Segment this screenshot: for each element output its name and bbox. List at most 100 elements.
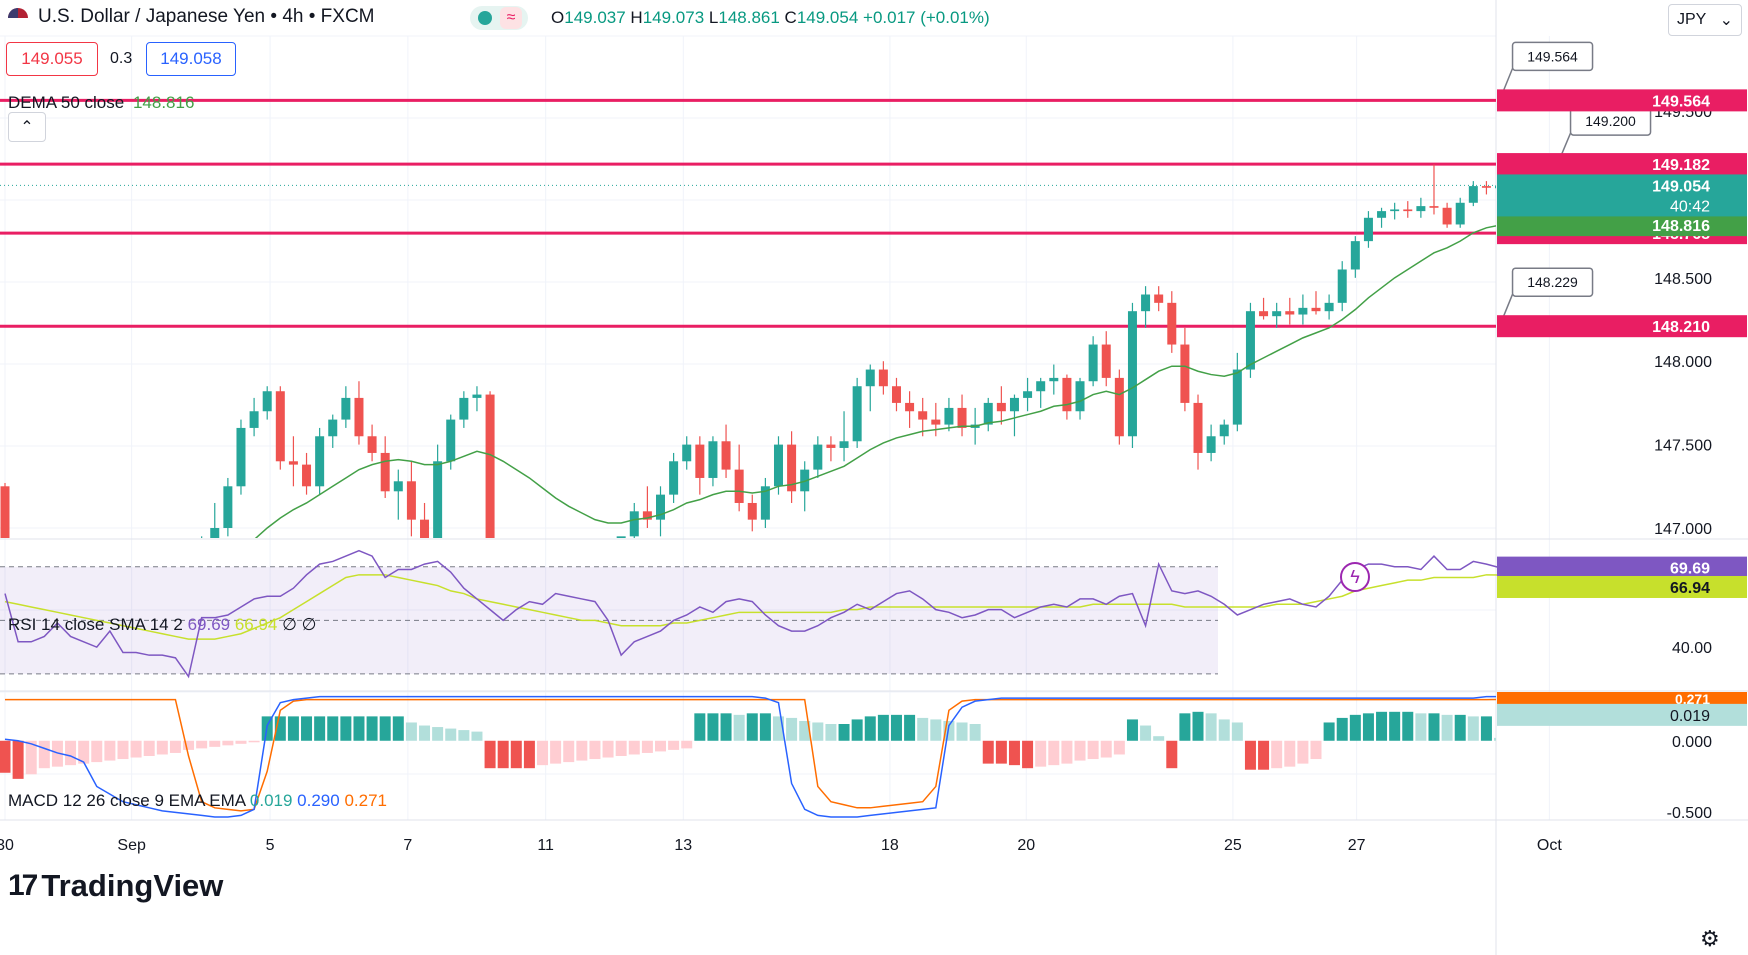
candle-body xyxy=(459,397,469,420)
macd-histogram-bar xyxy=(641,740,653,753)
macd-histogram-bar xyxy=(1402,711,1414,741)
us-flag-icon xyxy=(8,8,28,28)
macd-histogram-bar xyxy=(786,717,798,741)
macd-histogram-bar xyxy=(746,713,758,741)
candle-body xyxy=(275,391,285,462)
macd-histogram-bar xyxy=(1362,713,1374,741)
separator-dot: • xyxy=(308,6,316,27)
time-tick: 18 xyxy=(881,837,899,854)
candle-body xyxy=(800,469,810,492)
macd-tick: -0.500 xyxy=(1667,805,1712,822)
currency-label: JPY xyxy=(1677,11,1707,28)
macd-histogram-bar xyxy=(1205,713,1217,741)
rsi-sma-value: 66.94 xyxy=(234,615,278,634)
macd-histogram-bar xyxy=(340,716,352,741)
macd-histogram-bar xyxy=(877,714,889,741)
candle-body xyxy=(1193,402,1203,453)
flash-icon[interactable]: ϟ xyxy=(1340,562,1370,592)
dema-legend[interactable]: DEMA 50 close 148.816 xyxy=(8,93,194,113)
macd-histogram-bar xyxy=(287,716,299,741)
chevron-down-icon: ⌄ xyxy=(1719,12,1733,29)
macd-legend[interactable]: MACD 12 26 close 9 EMA EMA 0.019 0.290 0… xyxy=(8,791,387,811)
macd-histogram-bar xyxy=(825,724,837,741)
rsi-value-badge-bg xyxy=(1497,556,1747,579)
exchange: FXCM xyxy=(320,6,375,27)
macd-histogram-bar xyxy=(969,724,981,741)
rsi-sma-line xyxy=(4,574,1500,640)
candle-body xyxy=(1481,186,1491,188)
time-tick: 5 xyxy=(266,837,275,854)
candle-body xyxy=(1127,311,1137,437)
macd-histogram-bar xyxy=(1389,711,1401,741)
candle-body xyxy=(1219,424,1229,437)
macd-histogram-bar xyxy=(1310,740,1322,760)
macd-histogram-bar xyxy=(235,740,247,744)
tradingview-logo[interactable]: 17 TradingView xyxy=(8,868,223,904)
macd-histogram-bar xyxy=(1441,714,1453,741)
candle-body xyxy=(826,444,836,448)
price-tick: 148.500 xyxy=(1654,271,1712,288)
macd-histogram-bar xyxy=(1231,722,1243,741)
macd-histogram-bar xyxy=(248,740,260,743)
macd-histogram-bar xyxy=(1061,740,1073,764)
macd-histogram-bar xyxy=(458,730,470,741)
level-price-label: 149.182 xyxy=(1652,157,1710,174)
currency-selector[interactable]: JPY ⌄ xyxy=(1668,4,1742,36)
candle-body xyxy=(1023,391,1033,398)
candle-body xyxy=(852,386,862,442)
candle-body xyxy=(616,536,626,538)
collapse-legend-button[interactable]: ⌃ xyxy=(8,112,46,142)
candle-body xyxy=(669,461,679,495)
macd-histogram-bar xyxy=(1113,740,1125,755)
candle-body xyxy=(878,369,888,387)
candle-body xyxy=(944,407,954,425)
candle-body xyxy=(1363,217,1373,242)
time-tick: Sep xyxy=(117,837,146,854)
candle-body xyxy=(302,464,312,487)
settings-icon[interactable]: ⚙ xyxy=(1700,926,1720,951)
candle-body xyxy=(773,444,783,487)
candle-body xyxy=(1495,185,1496,189)
last-price-label-countdown: 40:42 xyxy=(1670,198,1710,215)
candle-body xyxy=(210,527,220,538)
macd-histogram-bar xyxy=(25,740,37,775)
macd-histogram-bar xyxy=(1022,740,1034,769)
price-tick: 147.500 xyxy=(1654,438,1712,455)
symbol-name[interactable]: U.S. Dollar / Japanese Yen xyxy=(38,6,266,27)
macd-histogram-bar xyxy=(169,740,181,753)
candle-body xyxy=(1206,436,1216,453)
market-status-toggle[interactable]: ≈ xyxy=(470,6,528,30)
candle-body xyxy=(1180,344,1190,403)
macd-histogram-bar xyxy=(497,740,509,769)
candle-body xyxy=(918,411,928,420)
macd-histogram-bar xyxy=(38,740,50,769)
candle-body xyxy=(865,369,875,387)
sell-button[interactable]: 149.055 xyxy=(6,42,98,76)
macd-tick: 0.000 xyxy=(1672,734,1712,751)
macd-hist-badge-bg xyxy=(1497,703,1747,726)
candle-body xyxy=(485,394,495,538)
candle-body xyxy=(708,441,718,478)
candle-body xyxy=(1455,202,1465,225)
level-price-label: 149.564 xyxy=(1652,93,1710,110)
macd-histogram-bar xyxy=(314,716,326,741)
macd-histogram-bar xyxy=(1415,713,1427,741)
symbol-title[interactable]: U.S. Dollar / Japanese Yen • 4h • FXCM xyxy=(38,6,375,28)
callout-label: 149.564 xyxy=(1527,48,1578,64)
candle-body xyxy=(1036,381,1046,392)
candle-body xyxy=(223,486,233,528)
open-value: 149.037 xyxy=(564,8,626,27)
candle-body xyxy=(433,461,443,538)
candle-body xyxy=(1259,311,1269,317)
macd-histogram-bar xyxy=(1480,716,1492,741)
macd-histogram-bar xyxy=(1349,714,1361,741)
wave-icon[interactable]: ≈ xyxy=(500,7,522,29)
rsi-legend[interactable]: RSI 14 close SMA 14 2 69.69 66.94 ∅ ∅ xyxy=(8,615,316,635)
candle-body xyxy=(236,427,246,487)
candle-body xyxy=(262,391,272,412)
interval[interactable]: 4h xyxy=(282,6,304,27)
buy-button[interactable]: 149.058 xyxy=(146,42,236,76)
time-tick: 20 xyxy=(1017,837,1035,854)
macd-histogram-bar xyxy=(432,727,444,741)
